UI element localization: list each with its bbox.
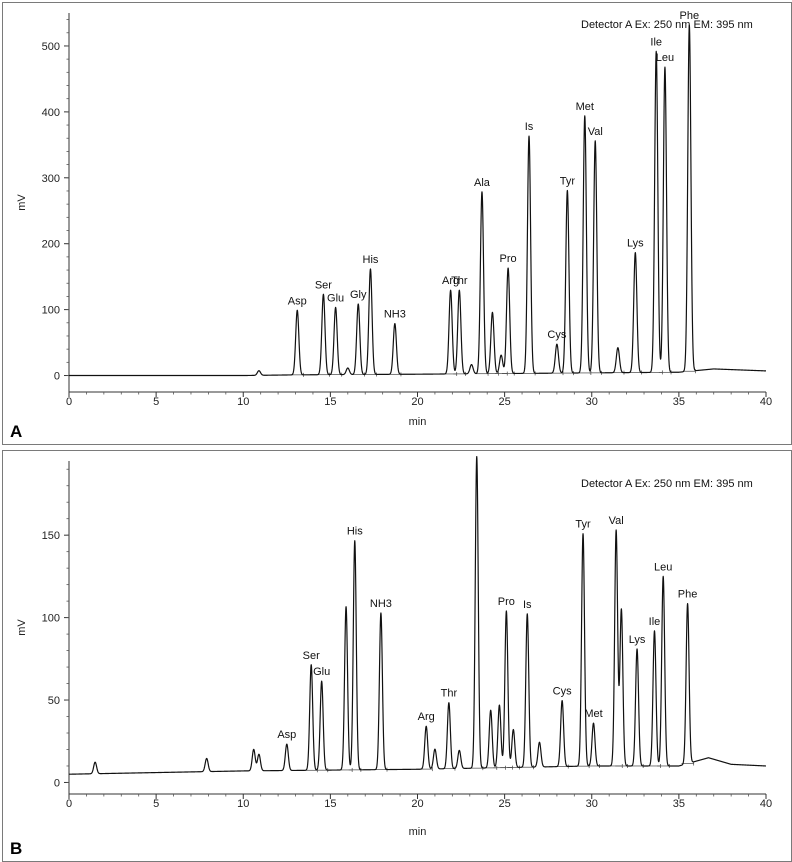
x-tick-label: 25: [499, 798, 511, 810]
y-tick-label: 300: [42, 173, 60, 185]
chromatogram-panel-b: Detector A Ex: 250 nm EM: 395 nm B 0 5 10 1…: [2, 450, 792, 862]
peak-label: Is: [523, 599, 532, 611]
peak-label: Tyr: [560, 175, 576, 187]
peak-label: Leu: [654, 561, 672, 573]
x-tick-label: 20: [411, 396, 423, 408]
peak-label: NH3: [384, 309, 406, 321]
x-axis-title: min: [409, 416, 427, 428]
x-tick-label: 5: [153, 396, 159, 408]
y-tick-label: 0: [54, 777, 60, 789]
x-tick-label: 30: [586, 396, 598, 408]
peak-label: Ser: [303, 650, 320, 662]
peak-label: Ile: [649, 616, 661, 628]
peak-label: Lys: [629, 634, 646, 646]
peak-label: Phe: [678, 589, 698, 601]
peak-label: Is: [525, 121, 534, 133]
y-tick-label: 100: [42, 305, 60, 317]
peak-label: Lys: [627, 238, 644, 250]
peak-label: Ile: [650, 36, 662, 48]
peak-label: Ala: [474, 177, 491, 189]
peak-label: Gly: [350, 289, 367, 301]
x-tick-label: 0: [66, 798, 72, 810]
peak-label: Thr: [451, 275, 468, 287]
peak-label: Met: [576, 101, 594, 113]
peak-label: Ser: [315, 279, 332, 291]
x-tick-label: 40: [760, 798, 772, 810]
x-tick-label: 10: [237, 798, 249, 810]
chromatogram-b-svg: Detector A Ex: 250 nm EM: 395 nm B 0 5 10 1…: [10, 451, 772, 858]
peak-label: Pro: [500, 253, 517, 265]
peak-label: Asp: [277, 729, 296, 741]
detector-annotation: Detector A Ex: 250 nm EM: 395 nm: [581, 19, 753, 31]
peak-label: Thr: [441, 688, 458, 700]
x-tick-label: 35: [673, 396, 685, 408]
x-tick-label: 10: [237, 396, 249, 408]
peak-label: Val: [588, 126, 603, 138]
peak-label: Cys: [547, 329, 566, 341]
y-tick-label: 400: [42, 107, 60, 119]
peak-label: His: [347, 526, 363, 538]
peak-label: Phe: [680, 10, 700, 22]
chromatogram-a-svg: Detector A Ex: 250 nm EM: 395 nm A 0 5 10 1…: [10, 10, 772, 441]
peak-label: Val: [609, 515, 624, 527]
y-tick-label: 150: [42, 530, 60, 542]
x-tick-label: 20: [411, 798, 423, 810]
y-tick-label: 200: [42, 239, 60, 251]
y-tick-label: 0: [54, 371, 60, 383]
x-tick-label: 0: [66, 396, 72, 408]
peak-label: NH3: [370, 598, 392, 610]
peak-label: Glu: [327, 292, 344, 304]
x-tick-label: 35: [673, 798, 685, 810]
y-tick-label: 50: [48, 695, 60, 707]
peak-label: Asp: [288, 295, 307, 307]
x-tick-label: 5: [153, 798, 159, 810]
y-tick-label: 100: [42, 613, 60, 625]
x-tick-label: 15: [324, 798, 336, 810]
detector-annotation: Detector A Ex: 250 nm EM: 395 nm: [581, 478, 753, 490]
x-axis-title: min: [409, 826, 427, 838]
y-axis-title: mV: [16, 619, 28, 636]
chromatogram-trace: [68, 24, 767, 377]
peak-label: Ala: [469, 451, 486, 454]
peak-label: Pro: [498, 596, 515, 608]
y-axis-title: mV: [16, 194, 28, 211]
x-tick-label: 40: [760, 396, 772, 408]
chromatogram-panel-a: Detector A Ex: 250 nm EM: 395 nm A 0 5 10 1…: [2, 2, 792, 445]
x-tick-label: 15: [324, 396, 336, 408]
peak-label: Tyr: [575, 519, 591, 531]
peak-label: His: [363, 254, 379, 266]
y-tick-label: 500: [42, 41, 60, 53]
peak-label: Leu: [656, 52, 674, 64]
peak-label: Cys: [553, 686, 572, 698]
peak-label: Met: [584, 708, 602, 720]
peak-label: Arg: [418, 711, 435, 723]
peak-label: Glu: [313, 666, 330, 678]
x-tick-label: 30: [586, 798, 598, 810]
panel-letter-b: B: [10, 839, 22, 858]
x-tick-label: 25: [499, 396, 511, 408]
panel-letter-a: A: [10, 422, 22, 441]
chromatogram-trace: [68, 455, 767, 775]
peak-label: Arg: [442, 275, 459, 287]
